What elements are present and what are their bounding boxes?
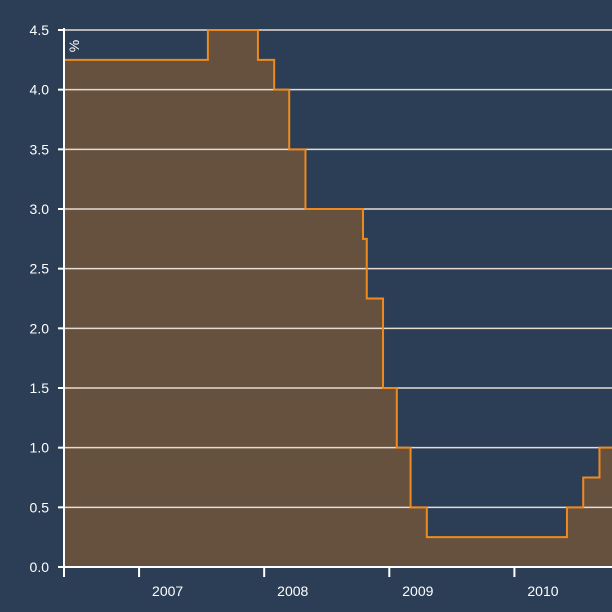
- axes: [58, 28, 612, 577]
- y-tick-label: 4.5: [30, 22, 50, 38]
- y-tick-label: 2.5: [30, 261, 50, 277]
- x-tick-labels: 2007 2008 2009 2010: [152, 583, 559, 599]
- x-tick-label: 2007: [152, 583, 183, 599]
- y-tick-label: 1.5: [30, 380, 50, 396]
- rate-step-line: [64, 29, 612, 539]
- y-tick-label: 3.5: [30, 141, 50, 157]
- y-tick-label: 0.0: [30, 559, 50, 575]
- x-tick-label: 2010: [527, 583, 558, 599]
- y-tick-label: 4.0: [30, 82, 50, 98]
- y-tick-label: 3.0: [30, 201, 50, 217]
- x-tick-label: 2008: [277, 583, 308, 599]
- y-unit-label: %: [66, 40, 82, 52]
- x-tick-label: 2009: [402, 583, 433, 599]
- y-tick-label: 0.5: [30, 499, 50, 515]
- y-tick-labels: 0.0 0.5 1.0 1.5 2.0 2.5 3.0 3.5 4.0 4.5: [30, 22, 50, 575]
- y-tick-label: 1.0: [30, 440, 50, 456]
- y-tick-label: 2.0: [30, 320, 50, 336]
- rate-area-fill: [64, 30, 612, 567]
